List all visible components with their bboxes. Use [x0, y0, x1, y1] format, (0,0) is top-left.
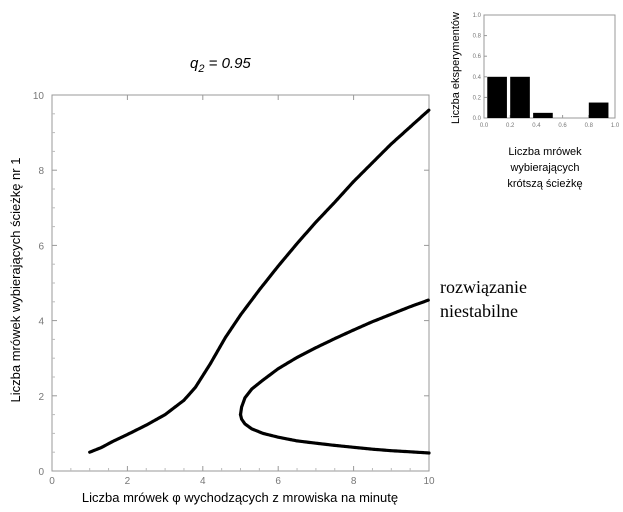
inset-y-tick-label: 0.6 [473, 54, 482, 60]
inset-bar [487, 76, 507, 118]
inset-bar [533, 112, 553, 118]
inset-y-tick-label: 0.4 [473, 75, 482, 81]
inset-x-label-line-1: Liczba mrówek [508, 146, 582, 158]
y-tick-label: 0 [38, 467, 44, 478]
series-3-line [238, 413, 431, 455]
main-series [88, 108, 431, 455]
y-tick-label: 8 [38, 166, 44, 177]
inset-x-label-line-3: krótszą ścieżkę [507, 178, 582, 190]
x-tick-label: 4 [200, 476, 206, 487]
annotation-line-1: rozwiązanie [440, 277, 527, 297]
x-tick-label: 10 [423, 476, 435, 487]
inset-y-tick-label: 0.2 [473, 95, 482, 101]
inset-bar [510, 76, 530, 118]
inset-x-tick-label: 1.0 [611, 123, 620, 129]
x-tick-label: 6 [275, 476, 281, 487]
main-x-axis-label: Liczba mrówek φ wychodzących z mrowiska … [82, 490, 398, 505]
y-tick-label: 2 [38, 392, 44, 403]
annotation-line-2: niestabilne [440, 301, 518, 321]
inset-x-tick-label: 0.2 [506, 123, 515, 129]
x-tick-label: 0 [49, 476, 55, 487]
main-ticks: 0 2 4 6 8 10 0 2 4 6 8 10 [33, 91, 435, 487]
x-tick-label: 2 [125, 476, 131, 487]
inset-x-tick-label: 0.0 [480, 123, 489, 129]
inset-x-tick-label: 0.4 [532, 123, 541, 129]
y-tick-label: 10 [33, 91, 45, 102]
main-chart-title: q2 = 0.95 [190, 55, 251, 75]
inset-bar [588, 102, 609, 118]
inset-y-axis-label: Liczba eksperymentów [450, 12, 462, 124]
x-tick-label: 8 [351, 476, 357, 487]
series-1-line [88, 108, 431, 454]
inset-y-tick-label: 0.0 [473, 116, 482, 122]
inset-x-tick-label: 0.6 [558, 123, 567, 129]
y-tick-label: 4 [38, 317, 44, 328]
inset-x-tick-label: 0.8 [585, 123, 594, 129]
inset-bars [487, 76, 609, 118]
inset-y-tick-label: 0.8 [473, 34, 482, 40]
y-tick-label: 6 [38, 241, 44, 252]
series-2-line [238, 298, 431, 417]
inset-x-label-line-2: wybierających [509, 162, 579, 174]
inset-y-tick-label: 1.0 [473, 13, 482, 19]
main-y-axis-label: Liczba mrówek wybierających ścieżkę nr 1 [8, 158, 23, 403]
